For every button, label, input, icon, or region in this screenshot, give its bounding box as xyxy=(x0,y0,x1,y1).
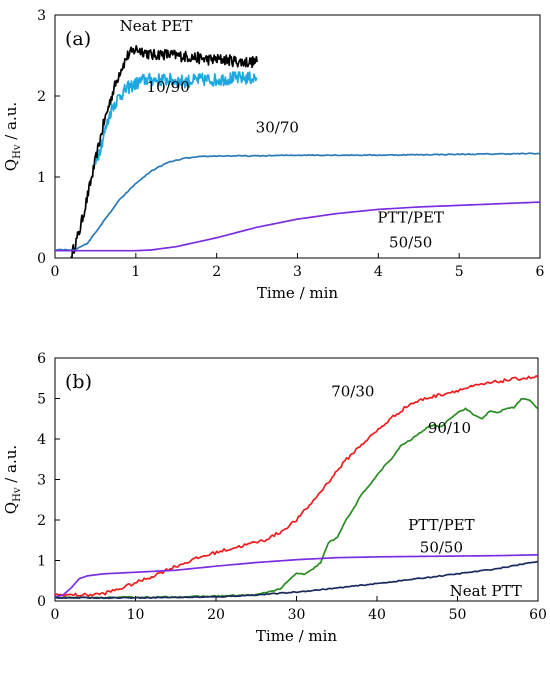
x-tick-label: 2 xyxy=(212,264,221,280)
x-tick-label: 30 xyxy=(288,607,306,623)
annotation-ptt-pet: PTT/PET xyxy=(408,516,474,534)
x-tick-label: 20 xyxy=(207,607,225,623)
x-tick-label: 60 xyxy=(529,607,547,623)
y-tick-label: 0 xyxy=(37,594,46,610)
y-tick-label: 1 xyxy=(37,554,46,570)
x-tick-label: 1 xyxy=(131,264,140,280)
x-tick-label: 0 xyxy=(51,607,60,623)
x-axis-label: Time / min xyxy=(256,627,338,645)
series-line-ptt-pet-50-50 xyxy=(55,201,540,252)
annotation-ptt-pet: PTT/PET xyxy=(377,208,443,226)
series-line-70-30 xyxy=(55,375,538,598)
plot-frame xyxy=(54,357,539,602)
y-tick-label: 3 xyxy=(37,473,46,489)
y-axis-label: QHv / a.u. xyxy=(2,102,23,171)
y-tick-label: 4 xyxy=(37,432,46,448)
panel-label: (a) xyxy=(65,28,91,50)
annotation-neat-ptt: Neat PTT xyxy=(450,582,522,600)
x-tick-label: 10 xyxy=(127,607,145,623)
annotation-70-30: 70/30 xyxy=(331,382,374,400)
x-tick-label: 50 xyxy=(449,607,467,623)
y-tick-label: 3 xyxy=(37,8,46,24)
y-axis-label: QHv / a.u. xyxy=(2,445,23,514)
series-line-30-70 xyxy=(55,152,540,252)
x-tick-label: 3 xyxy=(293,264,302,280)
panel-label: (b) xyxy=(65,371,92,393)
x-tick-label: 0 xyxy=(51,264,60,280)
series-line-neat-ptt xyxy=(55,560,538,600)
x-axis-label: Time / min xyxy=(257,284,339,302)
annotation-50-50: 50/50 xyxy=(389,233,432,251)
y-tick-label: 2 xyxy=(37,513,46,529)
y-tick-label: 1 xyxy=(37,170,46,186)
x-tick-label: 5 xyxy=(455,264,464,280)
annotation-10-90: 10/90 xyxy=(147,78,190,96)
series-line-neat-pet xyxy=(70,44,258,258)
y-tick-label: 0 xyxy=(37,251,46,267)
annotation-90-10: 90/10 xyxy=(428,419,471,437)
annotation-30-70: 30/70 xyxy=(256,118,299,136)
annotation-neat-pet: Neat PET xyxy=(120,17,193,35)
chart-panel-a: 0 1 2 3 4 5 6 0 1 2 3 Time / min QHv / a.u. (a) Neat P… xyxy=(2,8,545,302)
series-line-ptt-pet-50-50 xyxy=(55,553,538,598)
y-tick-label: 2 xyxy=(37,89,46,105)
x-tick-label: 6 xyxy=(536,264,545,280)
x-tick-label: 4 xyxy=(374,264,383,280)
x-tick-label: 40 xyxy=(368,607,386,623)
annotation-50-50: 50/50 xyxy=(420,538,463,556)
y-tick-label: 5 xyxy=(37,392,46,408)
chart-panel-b: 0 10 20 30 40 50 60 0 1 2 3 4 5 6 Time / min QHv / a.u.… xyxy=(2,351,547,645)
y-tick-label: 6 xyxy=(37,351,46,367)
series-line-10-90 xyxy=(94,71,258,165)
